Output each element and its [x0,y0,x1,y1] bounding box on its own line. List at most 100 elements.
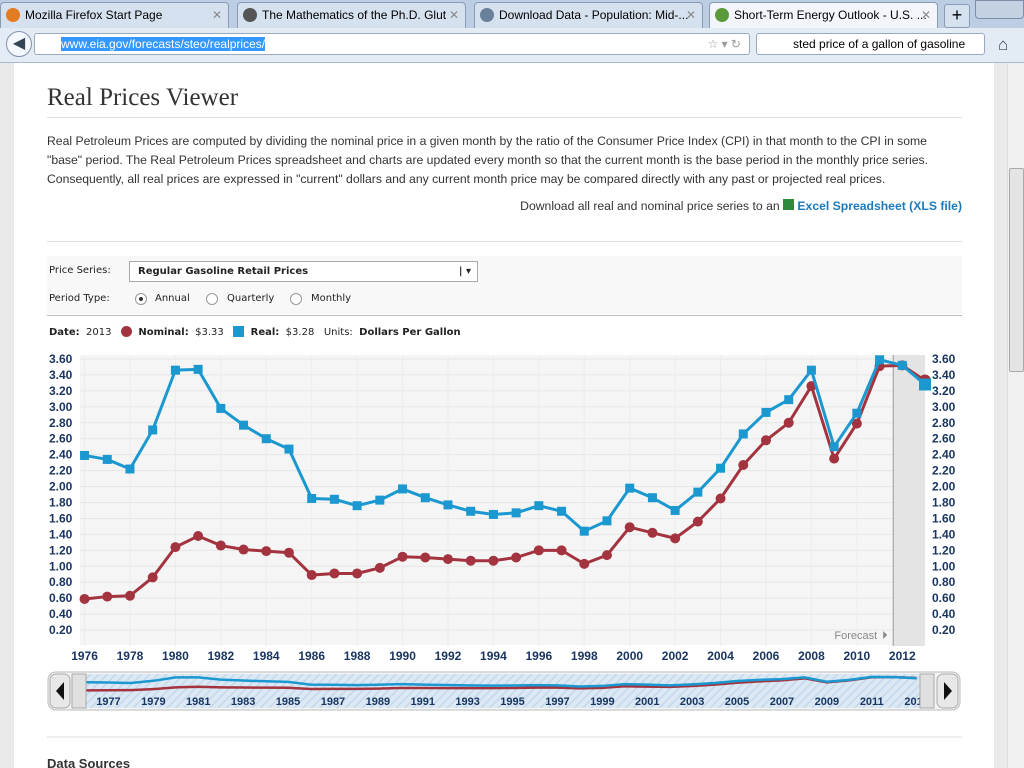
point [511,552,522,563]
y-tick-label: 1.20 [49,543,73,557]
separator [47,117,962,118]
navigator-tick-label: 1981 [186,696,210,708]
x-tick-label: 1984 [253,649,280,663]
x-tick-label: 1982 [207,649,234,663]
plot-area [80,355,925,645]
point [374,562,385,573]
tab[interactable]: The Mathematics of the Ph.D. Glut ✕ [237,2,466,28]
scroll-thumb[interactable] [1009,168,1024,372]
arrow [56,682,64,700]
tab[interactable]: Short-Term Energy Outlook - U.S. ... ✕ [709,2,938,28]
info-value: $3.33 [195,327,224,338]
point [602,516,612,526]
y2-tick-label: 0.80 [932,575,956,589]
new-tab[interactable]: + [944,4,970,28]
download-line: Download all real and nominal price seri… [520,199,962,213]
y2-tick-label: 1.00 [932,559,956,573]
point [806,365,816,375]
handle[interactable] [919,673,935,709]
legend-label: Nominal: [138,327,189,338]
y2-tick-label: 3.60 [932,352,956,366]
x-tick-label: 2002 [662,649,689,663]
radio[interactable] [135,293,147,305]
search-box[interactable]: sted price of a gallon of gasoline [756,33,985,55]
navigator-tick-label: 2007 [770,696,794,708]
point [352,501,362,511]
tab[interactable]: Mozilla Firefox Start Page ✕ [0,2,229,28]
point [829,442,839,452]
point [216,403,226,413]
tab-title: The Mathematics of the Ph.D. Glut [262,8,447,22]
download-link[interactable]: Excel Spreadsheet (XLS file) [797,199,962,213]
y2-tick-label: 2.20 [932,464,956,478]
download-text: Download all real and nominal price seri… [520,199,780,213]
point [80,450,90,460]
point [102,591,113,602]
y2-tick-label: 3.20 [932,384,956,398]
radio[interactable] [290,293,302,305]
point [125,464,135,474]
y2-tick-label: 0.60 [932,591,956,605]
tab[interactable]: Download Data - Population: Mid-... ✕ [474,2,703,28]
navigator-tick-label: 1995 [500,696,524,708]
separator [47,241,962,242]
intro-text: Real Petroleum Prices are computed by di… [47,134,928,186]
point [193,530,204,541]
point [397,551,408,562]
tab-title: Short-Term Energy Outlook - U.S. ... [734,8,927,22]
point [647,493,657,503]
y-tick-label: 0.60 [49,591,73,605]
y-tick-label: 2.00 [49,480,73,494]
point [307,494,317,504]
x-tick-label: 1986 [298,649,325,663]
point [102,454,112,464]
point [488,555,499,566]
forecast-arrow [883,631,888,639]
y-tick-label: 1.00 [49,559,73,573]
point [692,516,703,527]
navigator-tick-label: 2005 [725,696,749,708]
x-tick-label: 2010 [844,649,871,663]
radio-label: Quarterly [227,293,275,304]
point [147,572,158,583]
home-button[interactable]: ⌂ [998,35,1009,54]
point [851,418,862,429]
point [897,360,907,370]
point [760,435,771,446]
point [261,546,272,557]
point [919,378,931,391]
info-units: Dollars Per Gallon [359,327,461,338]
y2-tick-label: 0.20 [932,623,956,637]
price-series-label: Price Series: [49,265,111,276]
point [511,508,521,518]
navigator-tick-label: 2011 [860,696,884,708]
x-tick-label: 1976 [71,649,98,663]
point [79,593,90,604]
y2-tick-label: 2.40 [932,448,956,462]
url-bar[interactable]: www.eia.gov/forecasts/steo/realprices/☆ … [34,33,750,55]
section-heading: Data Sources [47,756,130,768]
point [647,527,658,538]
point [283,547,294,558]
handle[interactable] [71,673,87,709]
point [579,526,589,536]
radio[interactable] [206,293,218,305]
price-series-select[interactable]: Regular Gasoline Retail Prices | ▾ [129,261,478,282]
x-tick-label: 2012 [889,649,916,663]
point [534,501,544,511]
nav-bar: ◀ www.eia.gov/forecasts/steo/realprices/… [0,28,1024,63]
point [670,533,681,544]
x-tick-label: 1996 [525,649,552,663]
x-tick-label: 1992 [435,649,462,663]
separator [47,315,962,316]
navigator-tick-label: 1993 [455,696,479,708]
back-button[interactable]: ◀ [6,31,32,57]
navigator-tick-label: 1985 [276,696,300,708]
y-tick-label: 2.40 [49,448,73,462]
y-tick-label: 0.40 [49,607,73,621]
info-label: Date: [49,327,80,338]
period-type-label: Period Type: [49,293,110,304]
info-value: $3.28 [285,327,315,338]
point [738,429,748,439]
